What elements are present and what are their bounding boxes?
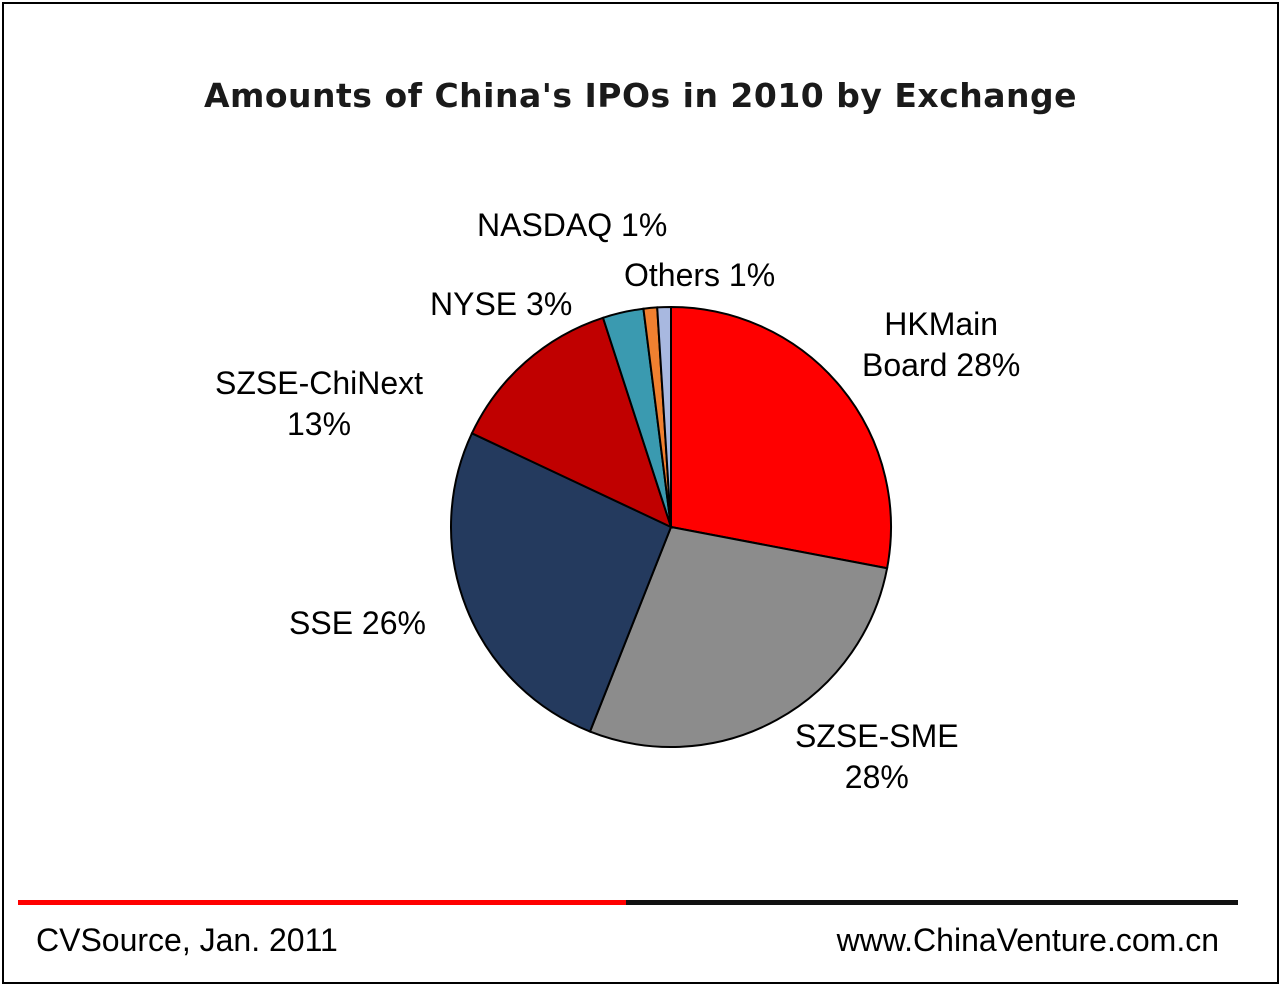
pie-slice-others [656,305,672,528]
label-szse-chinext: SZSE-ChiNext 13% [215,365,424,442]
footer-rule-red [18,900,626,905]
label-others: Others 1% [624,257,776,293]
source-credit: CVSource, Jan. 2011 [36,922,338,958]
label-sse: SSE 26% [289,605,426,641]
pie-slice-hk-main-board [670,305,892,570]
label-szse-sme: SZSE-SME 28% [795,718,959,795]
footer-rule-black [626,900,1238,905]
website-credit: www.ChinaVenture.com.cn [836,922,1219,958]
label-nasdaq: NASDAQ 1% [477,207,668,243]
pie-slice-szse-sme [588,525,889,748]
label-nyse: NYSE 3% [430,286,573,322]
label-hk-main-board: HKMain Board 28% [862,306,1021,383]
pie-slice-sse [450,431,673,733]
pie-slice-szse-chinext [470,316,673,529]
chart-title: Amounts of China's IPOs in 2010 by Excha… [203,76,1078,115]
